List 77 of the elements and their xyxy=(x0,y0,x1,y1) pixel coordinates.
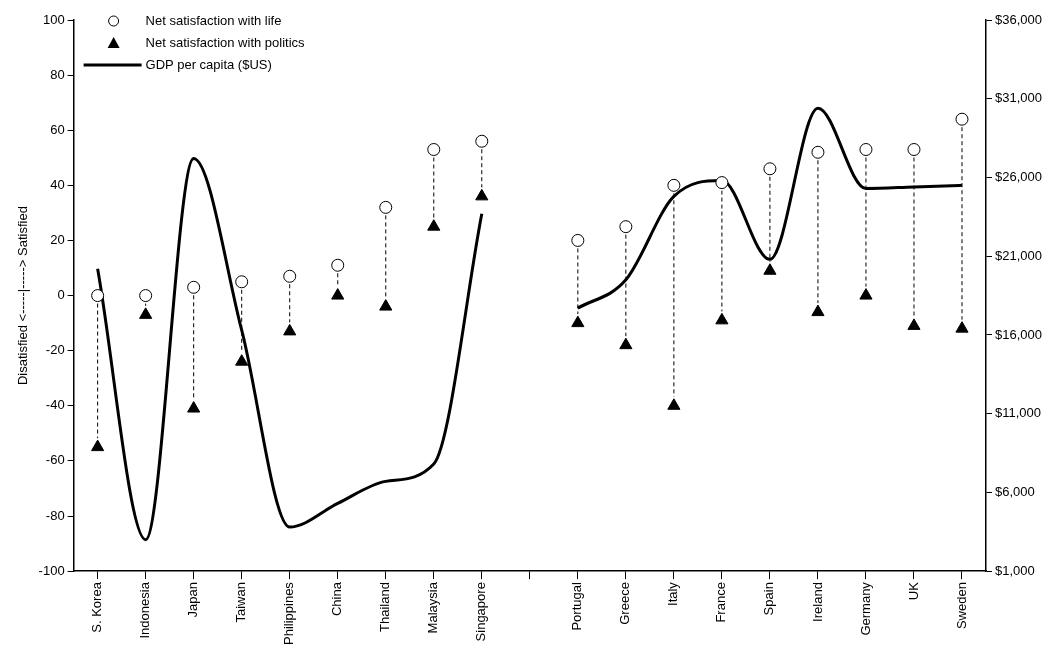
y-tick-label: -20 xyxy=(45,342,65,358)
point xyxy=(187,401,201,413)
y2-tick-label: $6,000 xyxy=(995,483,1035,499)
point xyxy=(475,188,489,201)
y-tick-label: 60 xyxy=(50,121,65,137)
point xyxy=(235,275,249,289)
point xyxy=(811,304,825,317)
x-tick-label: Japan xyxy=(185,582,201,618)
x-tick-label: Indonesia xyxy=(137,581,153,639)
point xyxy=(859,288,873,300)
x-tick-label: UK xyxy=(905,581,921,601)
y-tick-label: 40 xyxy=(50,176,65,192)
legend-label: Net satisfaction with life xyxy=(145,12,282,28)
point xyxy=(763,162,777,176)
point xyxy=(379,299,393,311)
y2-tick-label: $36,000 xyxy=(995,11,1043,27)
point xyxy=(619,220,633,234)
y2-tick-label: $16,000 xyxy=(995,326,1043,342)
y2-tick-label: $21,000 xyxy=(995,247,1043,263)
point xyxy=(187,280,201,294)
y2-tick-label: $31,000 xyxy=(995,90,1043,106)
y-tick-label: 20 xyxy=(50,232,65,248)
point xyxy=(331,258,345,272)
x-tick-label: Italy xyxy=(665,581,681,606)
point xyxy=(955,321,969,333)
point xyxy=(955,112,969,126)
x-tick-label: Thailand xyxy=(377,582,393,632)
point xyxy=(379,200,393,214)
x-tick-label: France xyxy=(713,582,729,623)
point xyxy=(907,318,921,330)
point xyxy=(283,323,297,336)
point xyxy=(907,143,921,157)
y-tick-label: -60 xyxy=(45,452,65,468)
point xyxy=(139,289,153,303)
x-tick-label: Sweden xyxy=(953,582,969,630)
y-tick-label: 100 xyxy=(42,11,65,27)
x-tick-label: Malaysia xyxy=(425,581,441,634)
point xyxy=(667,398,681,410)
x-tick-label: Philippines xyxy=(281,581,297,645)
y2-tick-label: $11,000 xyxy=(995,405,1042,421)
x-tick-label: China xyxy=(329,581,345,617)
x-tick-label: Portugal xyxy=(569,582,585,631)
y2-tick-label: $26,000 xyxy=(995,169,1043,185)
x-tick-label: Germany xyxy=(857,581,873,636)
legend-label: GDP per capita ($US) xyxy=(145,56,272,72)
x-tick-label: S. Korea xyxy=(89,581,105,633)
y-axis-title: Disatisfied <-----|-----> Satisfied xyxy=(15,206,31,386)
point xyxy=(91,439,105,452)
point xyxy=(571,315,585,328)
y2-tick-label: $1,000 xyxy=(995,562,1035,578)
point xyxy=(571,233,585,247)
point xyxy=(667,178,681,192)
point xyxy=(811,145,825,159)
point xyxy=(715,312,729,325)
x-tick-label: Singapore xyxy=(473,582,489,642)
point xyxy=(331,288,345,300)
point xyxy=(427,143,441,157)
point xyxy=(139,307,153,319)
y-tick-label: -100 xyxy=(38,562,65,578)
point xyxy=(475,134,489,148)
point xyxy=(859,143,873,157)
y-tick-label: -40 xyxy=(45,397,65,413)
point xyxy=(763,263,777,275)
point xyxy=(715,176,729,190)
x-tick-label: Spain xyxy=(761,582,777,616)
x-tick-label: Greece xyxy=(617,582,633,625)
legend-label: Net satisfaction with politics xyxy=(145,34,306,50)
point xyxy=(91,289,105,303)
point xyxy=(427,219,441,231)
point xyxy=(235,354,249,366)
point xyxy=(619,337,633,350)
point xyxy=(283,269,297,283)
y-tick-label: -80 xyxy=(45,507,65,523)
y-tick-label: 0 xyxy=(57,287,65,303)
x-tick-label: Ireland xyxy=(809,582,825,622)
x-tick-label: Taiwan xyxy=(233,582,249,623)
y-tick-label: 80 xyxy=(50,66,65,82)
